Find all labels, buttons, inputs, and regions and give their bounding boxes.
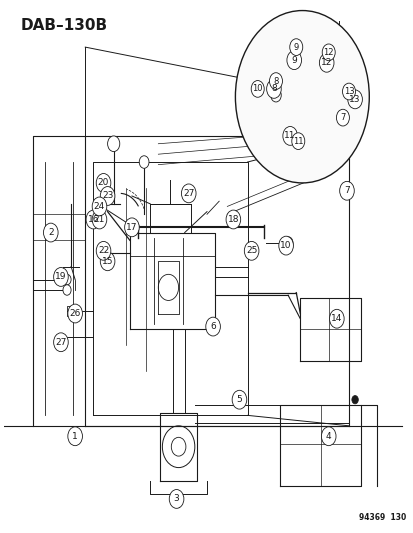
Text: 18: 18 (227, 215, 239, 224)
Text: 23: 23 (102, 191, 113, 200)
Circle shape (269, 72, 282, 90)
Circle shape (107, 136, 119, 151)
Text: 11: 11 (292, 136, 303, 146)
Circle shape (282, 237, 292, 249)
Text: 7: 7 (343, 186, 349, 195)
Text: 16: 16 (88, 215, 99, 224)
Text: 9: 9 (293, 43, 298, 52)
Circle shape (96, 241, 111, 260)
Circle shape (68, 304, 82, 323)
Circle shape (54, 268, 68, 286)
Circle shape (169, 489, 183, 508)
Circle shape (63, 285, 71, 295)
Circle shape (86, 210, 100, 229)
Text: 6: 6 (210, 322, 216, 331)
Text: 12: 12 (320, 58, 332, 67)
Text: 27: 27 (183, 189, 194, 198)
Text: 5: 5 (236, 395, 242, 404)
Circle shape (43, 223, 58, 242)
Text: 1: 1 (72, 432, 78, 441)
Circle shape (63, 274, 71, 285)
Circle shape (96, 174, 111, 192)
Circle shape (286, 51, 301, 70)
Circle shape (68, 427, 82, 446)
Circle shape (92, 197, 107, 216)
Circle shape (339, 181, 354, 200)
Text: 17: 17 (126, 223, 138, 232)
Circle shape (282, 126, 297, 146)
Text: 13: 13 (343, 87, 354, 96)
Circle shape (244, 241, 258, 260)
Circle shape (347, 90, 361, 109)
Text: 25: 25 (245, 246, 257, 255)
Circle shape (54, 333, 68, 352)
Text: 22: 22 (98, 246, 109, 255)
Circle shape (100, 252, 115, 271)
Text: 24: 24 (94, 202, 105, 211)
Circle shape (342, 83, 355, 100)
Text: 20: 20 (97, 179, 109, 188)
Text: 26: 26 (69, 309, 81, 318)
Circle shape (100, 187, 115, 205)
Circle shape (181, 184, 196, 203)
Circle shape (235, 11, 368, 183)
Text: 10: 10 (280, 241, 291, 250)
Text: 4: 4 (325, 432, 331, 441)
Text: 9: 9 (291, 55, 297, 64)
Text: 94369  130: 94369 130 (358, 513, 405, 522)
Circle shape (318, 53, 333, 72)
Text: 3: 3 (173, 495, 179, 504)
Circle shape (291, 133, 304, 149)
Text: 12: 12 (323, 48, 333, 57)
Circle shape (225, 210, 240, 229)
Circle shape (251, 80, 263, 97)
Circle shape (321, 44, 335, 61)
Circle shape (329, 309, 343, 328)
Circle shape (278, 236, 293, 255)
Text: 21: 21 (94, 215, 105, 224)
Circle shape (139, 156, 149, 168)
Circle shape (336, 109, 349, 126)
Circle shape (289, 39, 302, 55)
Circle shape (232, 390, 246, 409)
Text: 8: 8 (273, 77, 278, 86)
Text: 27: 27 (55, 338, 66, 347)
Circle shape (320, 427, 335, 446)
Circle shape (205, 317, 220, 336)
Text: 2: 2 (48, 228, 53, 237)
Text: 19: 19 (55, 272, 66, 281)
Text: 8: 8 (271, 84, 276, 93)
Circle shape (266, 79, 280, 98)
Text: 11: 11 (284, 132, 295, 140)
Circle shape (351, 395, 358, 404)
Text: 13: 13 (349, 95, 360, 104)
Circle shape (124, 218, 139, 237)
Text: DAB–130B: DAB–130B (20, 19, 107, 34)
Text: 15: 15 (102, 257, 113, 266)
Text: 14: 14 (330, 314, 342, 323)
Text: 10: 10 (252, 84, 262, 93)
Circle shape (92, 210, 107, 229)
Text: 7: 7 (339, 113, 345, 122)
